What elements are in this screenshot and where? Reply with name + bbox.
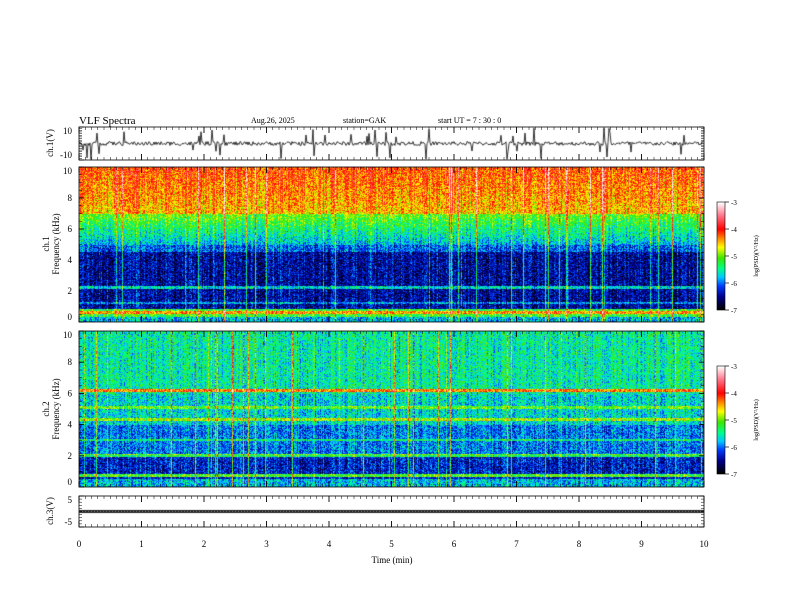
start-ut-label: start UT = 7 : 30 : 0 — [438, 116, 501, 125]
y-tick-label: 2 — [68, 286, 73, 296]
ch1-spectrogram — [79, 167, 704, 322]
panel-frame-3 — [78, 330, 705, 488]
panel-frame-2 — [78, 166, 705, 323]
ch2-colorbar — [717, 366, 725, 474]
x-tick-label: 2 — [202, 539, 207, 549]
colorbar-tick-label: -3 — [731, 363, 737, 371]
y-tick-label: 0 — [68, 312, 73, 322]
ch3-ylabel: ch.3(V) — [45, 497, 55, 525]
x-tick-label: 9 — [639, 539, 644, 549]
y-tick-label: 2 — [68, 451, 73, 461]
y-tick-label: 10 — [63, 126, 73, 136]
station-label: station=GAK — [343, 116, 386, 125]
figure-title: VLF Spectra — [79, 115, 136, 127]
x-tick-label: 6 — [452, 539, 457, 549]
colorbar-frame — [716, 201, 726, 311]
y-tick-label: 4 — [68, 255, 73, 265]
ch1-colorbar — [717, 202, 725, 310]
x-tick-label: 1 — [139, 539, 144, 549]
colorbar-tick-label: -3 — [731, 199, 737, 207]
y-tick-label: 5 — [68, 495, 73, 505]
y-tick-label: 10 — [63, 166, 73, 176]
y-tick-label: -5 — [65, 517, 73, 527]
x-axis-label: Time (min) — [372, 555, 413, 565]
ch1-ylabel: ch.1(V) — [45, 129, 55, 157]
x-tick-label: 10 — [700, 539, 710, 549]
ch2-colorbar-label: log(PSD)(V²/Hz) — [753, 399, 760, 440]
ch1-colorbar-label: log(PSD)(V²/Hz) — [753, 235, 760, 276]
y-tick-label: 6 — [68, 388, 73, 398]
colorbar-tick-label: -6 — [731, 444, 737, 452]
colorbar-tick-label: -4 — [731, 390, 737, 398]
ch2-spectro-ylabel: Frequency (kHz) — [51, 378, 61, 439]
colorbar-tick-label: -5 — [731, 253, 737, 261]
colorbar-tick-label: -7 — [731, 307, 737, 315]
x-tick-label: 8 — [577, 539, 582, 549]
colorbar-tick-label: -5 — [731, 417, 737, 425]
x-tick-label: 4 — [327, 539, 332, 549]
y-tick-label: 6 — [68, 224, 73, 234]
colorbar-tick-label: -7 — [731, 471, 737, 479]
date-label: Aug.26, 2025 — [251, 116, 295, 125]
colorbar-tick-label: -6 — [731, 280, 737, 288]
colorbar-tick-label: -4 — [731, 226, 737, 234]
x-tick-label: 0 — [77, 539, 82, 549]
y-tick-label: 8 — [68, 357, 73, 367]
colorbar-frame — [716, 365, 726, 475]
ch2-spectro-channel-label: ch.2 — [41, 401, 51, 416]
x-tick-label: 3 — [264, 539, 269, 549]
x-tick-label: 5 — [389, 539, 394, 549]
ch2-spectrogram — [79, 331, 704, 487]
ch1-spectro-ylabel: Frequency (kHz) — [51, 213, 61, 274]
y-tick-label: 0 — [68, 477, 73, 487]
y-tick-label: 8 — [68, 193, 73, 203]
x-tick-label: 7 — [514, 539, 519, 549]
y-tick-label: 10 — [63, 330, 73, 340]
y-tick-label: -10 — [60, 150, 72, 160]
y-tick-label: 4 — [68, 420, 73, 430]
ch1-spectro-channel-label: ch.1 — [41, 236, 51, 251]
